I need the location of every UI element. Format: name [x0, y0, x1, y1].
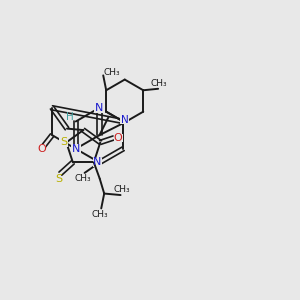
FancyBboxPatch shape	[70, 144, 81, 154]
Text: O: O	[37, 143, 46, 154]
FancyBboxPatch shape	[37, 144, 46, 153]
FancyBboxPatch shape	[59, 138, 68, 147]
Text: CH₃: CH₃	[75, 174, 92, 183]
Text: N: N	[93, 157, 102, 167]
Text: S: S	[55, 174, 62, 184]
FancyBboxPatch shape	[93, 158, 102, 166]
FancyBboxPatch shape	[114, 134, 123, 142]
Text: O: O	[114, 133, 122, 143]
Text: N: N	[95, 103, 104, 113]
Text: S: S	[60, 137, 67, 147]
Text: N: N	[121, 115, 129, 125]
FancyBboxPatch shape	[94, 103, 105, 112]
Text: CH₃: CH₃	[104, 68, 121, 77]
Text: CH₃: CH₃	[114, 185, 130, 194]
Text: H: H	[66, 112, 74, 122]
Text: CH₃: CH₃	[150, 79, 167, 88]
FancyBboxPatch shape	[120, 116, 130, 124]
Text: N: N	[72, 144, 80, 154]
Text: CH₃: CH₃	[92, 210, 108, 219]
